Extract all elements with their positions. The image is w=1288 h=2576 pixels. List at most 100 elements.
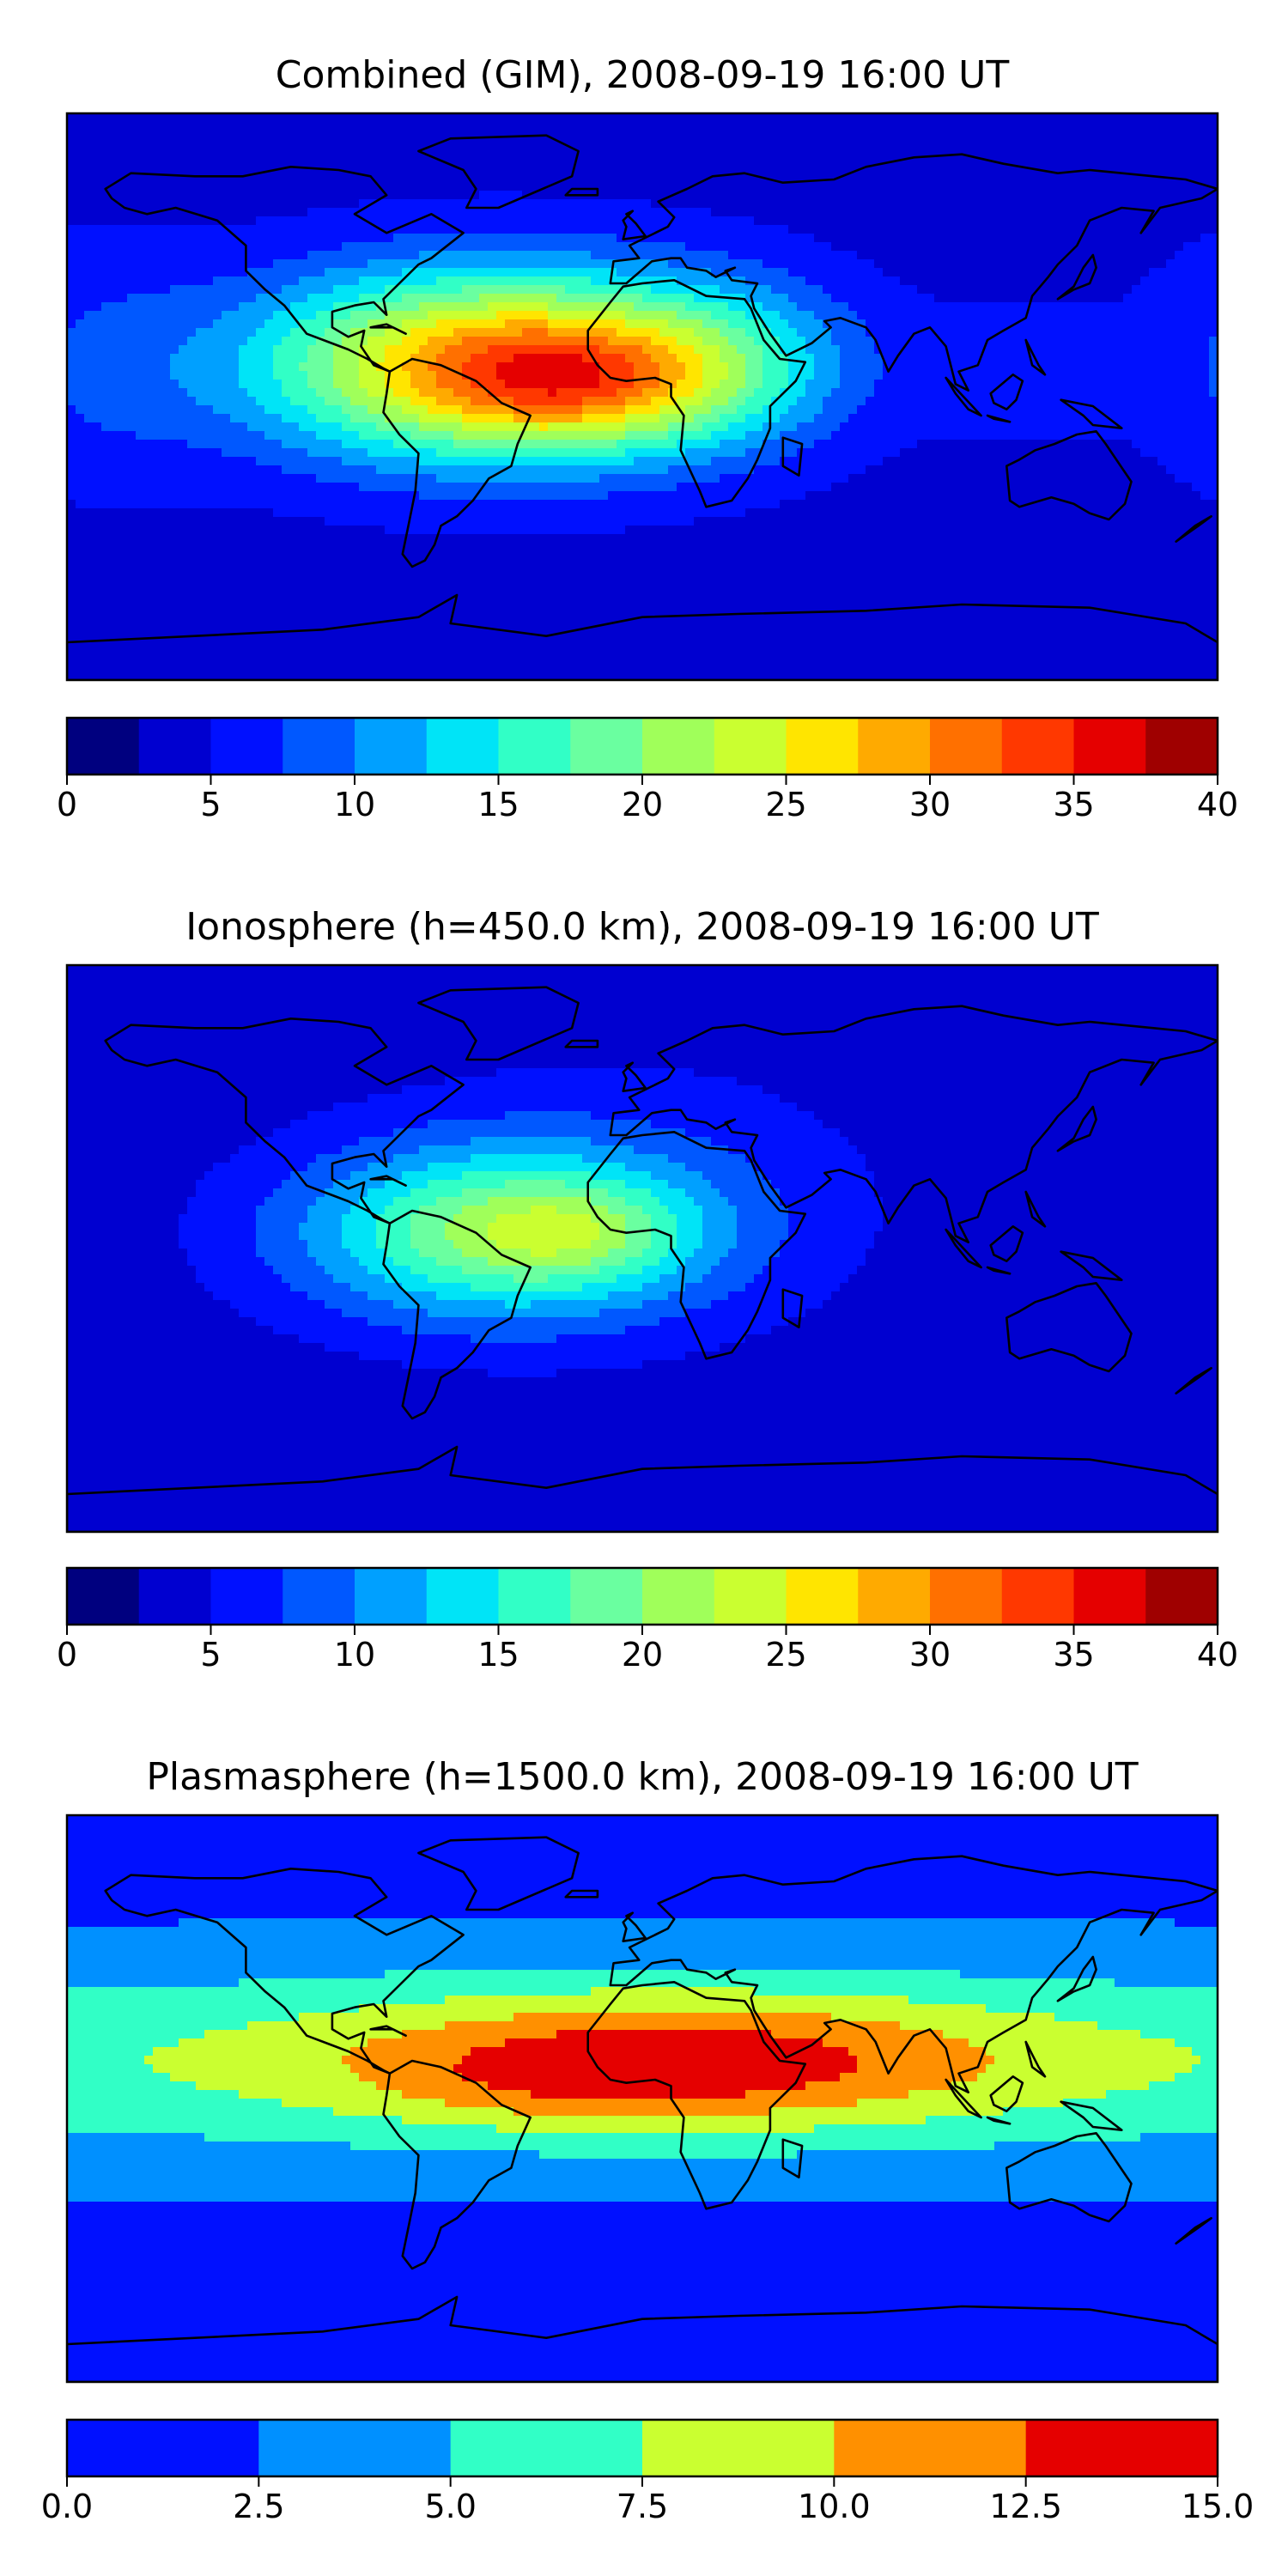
tec-cell: [402, 285, 411, 295]
tec-cell: [264, 122, 274, 131]
tec-cell: [548, 148, 557, 157]
tec-cell: [934, 173, 944, 183]
tec-cell: [127, 131, 137, 140]
tec-cell: [986, 199, 995, 209]
tec-cell: [994, 148, 1004, 157]
tec-cell: [1063, 294, 1072, 303]
tec-cell: [127, 139, 137, 149]
tec-cell: [677, 337, 686, 346]
tec-cell: [539, 345, 549, 355]
tec-cell: [565, 311, 574, 320]
tec-cell: [84, 294, 94, 303]
tec-cell: [187, 182, 197, 191]
tec-cell: [720, 414, 729, 423]
tec-cell: [1140, 234, 1150, 243]
tec-cell: [101, 216, 111, 226]
tec-cell: [1054, 380, 1064, 389]
tec-cell: [402, 276, 411, 286]
tec-cell: [462, 251, 471, 260]
tec-cell: [1209, 131, 1218, 140]
tec-cell: [1132, 268, 1141, 277]
tec-cell: [239, 139, 248, 149]
tec-cell: [1192, 362, 1201, 372]
tec-cell: [582, 199, 592, 209]
tec-cell: [634, 345, 643, 355]
tec-cell: [617, 414, 626, 423]
tec-cell: [299, 328, 308, 337]
tec-cell: [694, 362, 703, 372]
tec-cell: [170, 148, 179, 157]
tec-cell: [814, 251, 823, 260]
tec-cell: [797, 122, 806, 131]
tec-cell: [900, 199, 909, 209]
tec-cell: [539, 276, 549, 286]
tec-cell: [1012, 302, 1021, 312]
tec-cell: [651, 259, 660, 269]
tec-cell: [1166, 139, 1176, 149]
tec-cell: [1132, 311, 1141, 320]
tec-cell: [376, 388, 386, 398]
tec-cell: [410, 165, 420, 174]
tec-cell: [462, 302, 471, 312]
tec-cell: [316, 388, 325, 398]
tec-cell: [428, 251, 437, 260]
tec-cell: [385, 328, 394, 337]
tec-cell: [694, 311, 703, 320]
tec-cell: [659, 422, 669, 432]
tec-cell: [1209, 148, 1218, 157]
tec-cell: [831, 234, 841, 243]
tec-cell: [926, 234, 935, 243]
tec-cell: [1020, 397, 1030, 406]
tec-cell: [1175, 276, 1184, 286]
tec-cell: [307, 371, 317, 380]
tec-cell: [333, 302, 343, 312]
tec-cell: [325, 199, 334, 209]
tec-cell: [805, 131, 815, 140]
tec-cell: [1149, 131, 1158, 140]
tec-cell: [67, 414, 76, 423]
tec-cell: [668, 225, 677, 234]
tec-cell: [419, 397, 428, 406]
tec-cell: [591, 371, 600, 380]
tec-cell: [513, 362, 523, 372]
tec-cell: [788, 259, 798, 269]
tec-cell: [513, 311, 523, 320]
tec-cell: [857, 234, 866, 243]
tec-cell: [462, 354, 471, 363]
tec-cell: [900, 354, 909, 363]
tec-cell: [900, 208, 909, 217]
tec-cell: [144, 431, 154, 440]
tec-cell: [788, 199, 798, 209]
tec-cell: [642, 242, 652, 252]
tec-cell: [1157, 337, 1167, 346]
tec-cell: [617, 173, 626, 183]
tec-cell: [969, 405, 978, 415]
tec-cell: [908, 380, 918, 389]
tec-cell: [76, 113, 85, 123]
tec-cell: [934, 191, 944, 200]
tec-cell: [1123, 380, 1133, 389]
tec-cell: [1054, 199, 1064, 209]
tec-cell: [264, 354, 274, 363]
tec-cell: [805, 422, 815, 432]
tec-cell: [951, 165, 961, 174]
tec-cell: [419, 199, 428, 209]
tec-cell: [76, 354, 85, 363]
tec-cell: [574, 225, 583, 234]
tec-cell: [419, 422, 428, 432]
tec-cell: [986, 371, 995, 380]
tec-cell: [891, 422, 901, 432]
tec-cell: [917, 371, 927, 380]
tec-cell: [488, 276, 497, 286]
tec-cell: [333, 371, 343, 380]
tec-cell: [737, 225, 746, 234]
tec-cell: [1037, 302, 1047, 312]
tec-cell: [239, 388, 248, 398]
tec-cell: [1054, 371, 1064, 380]
tec-cell: [436, 328, 446, 337]
tec-cell: [393, 294, 403, 303]
map-title: Combined (GIM), 2008-09-19 16:00 UT: [276, 53, 1010, 97]
tec-cell: [1037, 337, 1047, 346]
tec-cell: [668, 354, 677, 363]
tec-cell: [908, 294, 918, 303]
